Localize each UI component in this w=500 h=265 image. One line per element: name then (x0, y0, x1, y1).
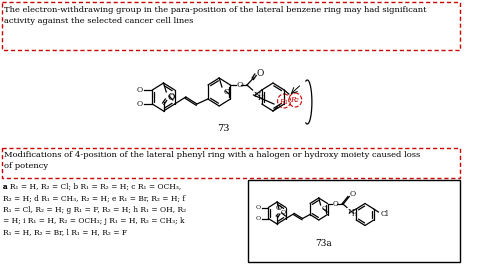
Text: R₁: R₁ (279, 98, 288, 105)
Text: O: O (256, 205, 261, 210)
Text: O: O (256, 69, 264, 78)
Text: O: O (256, 216, 261, 221)
Text: H: H (352, 211, 357, 217)
Text: O: O (276, 204, 282, 212)
Text: a R₁ = H, R₂ = Cl; b R₁ = R₂ = H; c R₁ = OCH₃,
R₂ = H; d R₁ = CH₃, R₂ = H; e R₁ : a R₁ = H, R₂ = Cl; b R₁ = R₂ = H; c R₁ =… (3, 183, 186, 236)
Text: O: O (137, 86, 143, 94)
Text: O: O (167, 94, 174, 103)
Text: O: O (322, 206, 326, 211)
Text: R₂: R₂ (290, 96, 299, 104)
Text: O: O (350, 191, 356, 198)
Text: a: a (3, 183, 8, 191)
Text: O: O (281, 210, 286, 215)
FancyBboxPatch shape (248, 180, 460, 262)
Text: O: O (333, 200, 339, 207)
Text: 73a: 73a (315, 239, 332, 248)
Text: Cl: Cl (380, 210, 388, 218)
Text: N: N (254, 91, 261, 99)
Text: activity against the selected cancer cell lines: activity against the selected cancer cel… (4, 17, 193, 25)
Text: The electron-withdrawing group in the para-position of the lateral benzene ring : The electron-withdrawing group in the pa… (4, 6, 426, 14)
Text: O: O (237, 81, 244, 89)
Text: O: O (137, 100, 143, 108)
Text: Modifications of 4-position of the lateral phenyl ring with a halogen or hydroxy: Modifications of 4-position of the later… (4, 151, 420, 159)
Text: O: O (168, 93, 174, 101)
Text: O: O (224, 88, 230, 96)
Text: 73: 73 (218, 124, 230, 133)
Text: H: H (257, 94, 263, 102)
Text: of potency: of potency (4, 162, 48, 170)
Text: N: N (348, 209, 354, 217)
